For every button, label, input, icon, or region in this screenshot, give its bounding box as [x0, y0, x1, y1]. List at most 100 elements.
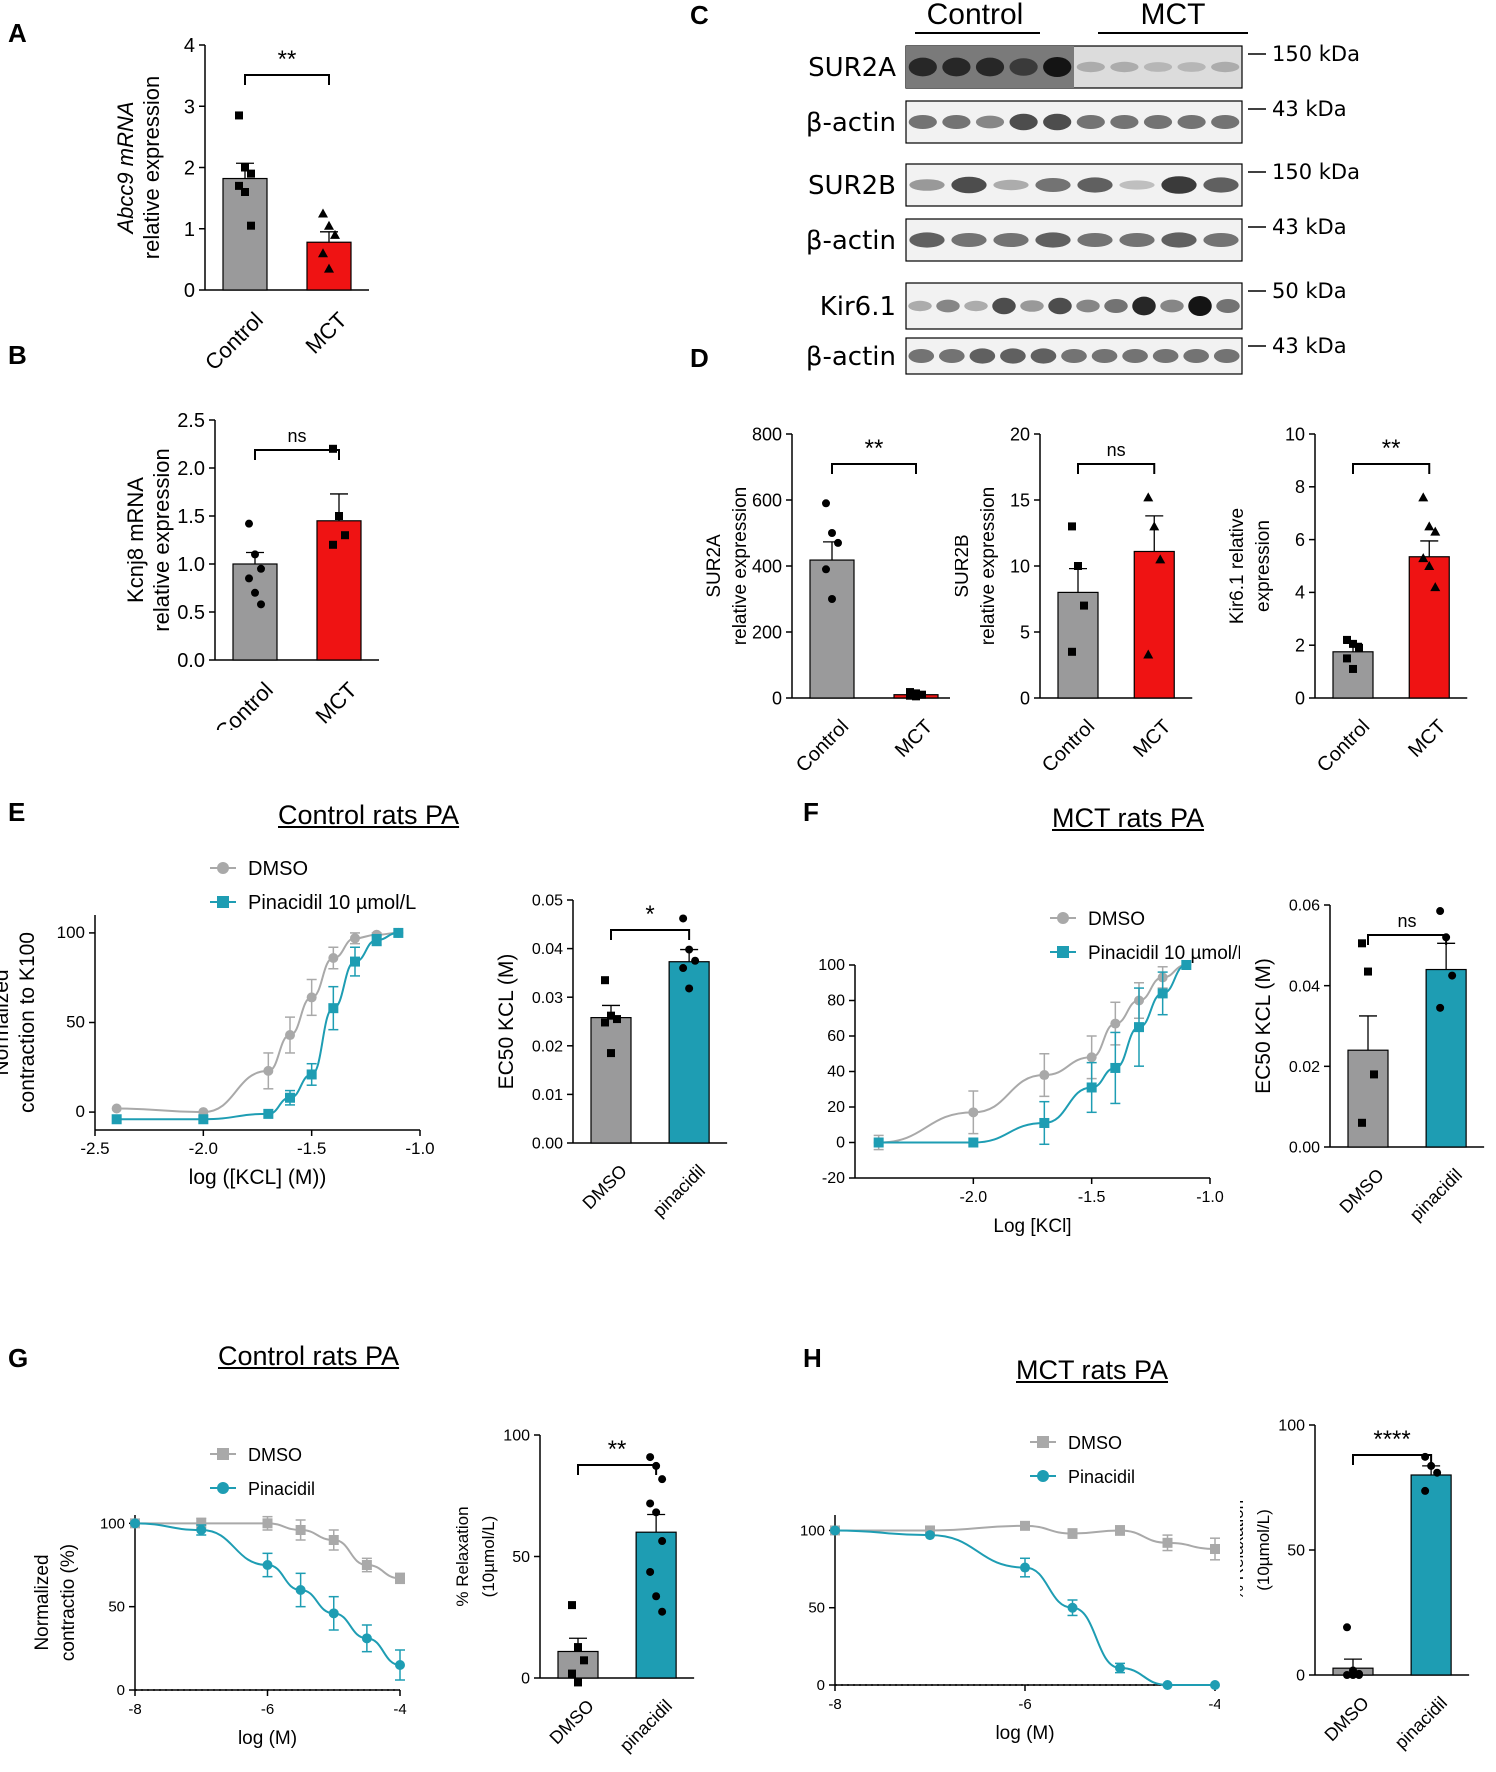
blot-band	[993, 233, 1029, 247]
y-tick-label: 1.0	[177, 554, 205, 576]
y-tick-label: 0.00	[532, 1136, 563, 1153]
x-axis-label: log (M)	[995, 1723, 1054, 1744]
y-tick-label: 100	[1278, 1418, 1305, 1435]
blot-band	[1177, 62, 1206, 72]
y-axis-label-2: (10µmol/L)	[479, 1516, 498, 1598]
blot-band	[908, 300, 932, 312]
title-h: MCT rats PA	[1016, 1355, 1169, 1385]
x-tick-label: pinacidil	[616, 1696, 676, 1756]
chart-d3-panel: 0 2 4 6 8 10 Control MCT ** Kir6.1 relative expres…	[1215, 410, 1475, 770]
data-point	[925, 1530, 935, 1541]
legend-marker	[1057, 912, 1069, 924]
y-tick-label: 2	[184, 158, 195, 180]
y-axis-label: EC50 KCL (M)	[1255, 958, 1275, 1094]
kda-label: 43 kDa	[1272, 97, 1347, 121]
y-tick-label: 0	[1295, 688, 1305, 708]
y-tick-label: 6	[1295, 530, 1305, 550]
y-tick-label: 0.02	[1289, 1059, 1320, 1076]
blot-band	[1119, 233, 1155, 247]
data-point	[822, 565, 830, 574]
data-point	[361, 1633, 372, 1644]
chart-e1-panel: 0 50 100 -2.5 -2.0 -1.5 -1.0 log ([KCL] (M)) Nor…	[0, 840, 440, 1220]
blot-band	[992, 297, 1016, 315]
data-point	[263, 1065, 274, 1076]
chart-g1: 0 50 100 -8 -6 -4 log (M) Normalized contractio …	[32, 1445, 407, 1749]
significance-label: **	[1382, 435, 1401, 462]
blot-band	[1030, 348, 1057, 364]
x-tick-label: -1.5	[297, 1139, 326, 1158]
chart-d1-panel: 0 200 400 600 800 Control MCT ** SUR2A relative e…	[690, 410, 950, 770]
data-point	[1110, 1018, 1121, 1029]
x-tick-label: -1.0	[405, 1139, 434, 1158]
kda-label: 50 kDa	[1272, 279, 1347, 303]
data-point	[1039, 1070, 1050, 1081]
blot-band	[951, 176, 987, 194]
blot-band	[1000, 348, 1026, 364]
panel-label-f: F	[803, 797, 819, 827]
significance-label: ****	[1373, 1426, 1410, 1453]
y-tick-label: 100	[800, 1522, 825, 1539]
data-point	[1370, 1070, 1378, 1079]
chart-d2: 0 5 10 15 20 Control MCT ns SUR2B relative expres…	[955, 424, 1193, 770]
y-tick-label: 10	[1285, 424, 1305, 444]
bar-mct	[316, 520, 362, 661]
data-point	[247, 221, 255, 230]
data-point	[679, 914, 688, 923]
blot-band	[964, 300, 988, 312]
data-point	[330, 229, 340, 239]
x-tick-label: pinacidil	[1406, 1165, 1466, 1225]
x-tick-label: -8	[128, 1701, 141, 1718]
x-tick-label: DMSO	[1336, 1165, 1388, 1217]
y-tick-label: 60	[827, 1028, 845, 1045]
chart-a-panel: 0 1 2 3 4 Control MCT ** Abcc9 mRNA relative expr…	[110, 30, 410, 375]
data-point	[1162, 1537, 1173, 1548]
blot-band	[1213, 349, 1240, 363]
kda-label: 150 kDa	[1272, 160, 1360, 184]
data-point	[906, 691, 914, 700]
y-tick-label: 0.5	[177, 602, 205, 624]
legend-label: Pinacidil 10 µmol/L	[1088, 943, 1240, 964]
blot-row-label: β-actin	[806, 108, 896, 138]
blot-row-label: Kir6.1	[820, 292, 896, 322]
data-point	[1436, 907, 1445, 916]
x-tick-label: MCT	[1404, 716, 1450, 762]
bar-mct	[1408, 556, 1450, 699]
data-point	[646, 1499, 655, 1508]
data-point	[1157, 988, 1168, 999]
blot-band	[1211, 61, 1240, 73]
data-point	[968, 1137, 979, 1148]
legend-label: Pinacidil	[248, 1479, 315, 1499]
data-point	[1418, 553, 1429, 563]
y-tick-label: 800	[752, 424, 782, 444]
blot-band	[942, 115, 971, 129]
bar-mct	[1133, 550, 1175, 699]
y-tick-label: 0	[772, 688, 782, 708]
data-point	[679, 964, 688, 973]
data-point	[834, 538, 842, 547]
data-point	[245, 519, 253, 528]
data-point	[329, 540, 337, 549]
data-point	[306, 1069, 317, 1080]
y-tick-label: 20	[1010, 424, 1030, 444]
blot-row-label: SUR2A	[808, 53, 896, 83]
x-tick-label: Control	[1313, 716, 1374, 770]
x-axis-label: Log [KCl]	[993, 1216, 1071, 1237]
chart-d2-panel: 0 5 10 15 20 Control MCT ns SUR2B relative expres…	[955, 410, 1210, 770]
blot-row-frame	[905, 282, 1243, 330]
data-point	[1210, 1680, 1220, 1690]
y-tick-label: 100	[57, 923, 85, 942]
significance-bracket	[831, 463, 917, 474]
blot-band	[1077, 233, 1113, 247]
x-tick-label: DMSO	[546, 1696, 598, 1748]
y-axis-label: SUR2B	[955, 534, 973, 597]
y-axis-label-2: contractio (%)	[58, 1544, 79, 1661]
data-point	[658, 1475, 667, 1484]
blot-band	[1043, 57, 1072, 77]
data-point	[1358, 1118, 1366, 1127]
data-point	[1155, 554, 1166, 564]
panel-label-c: C	[690, 0, 709, 30]
significance-label: **	[865, 435, 884, 462]
data-point	[601, 1018, 609, 1027]
blot-band	[1216, 299, 1240, 313]
